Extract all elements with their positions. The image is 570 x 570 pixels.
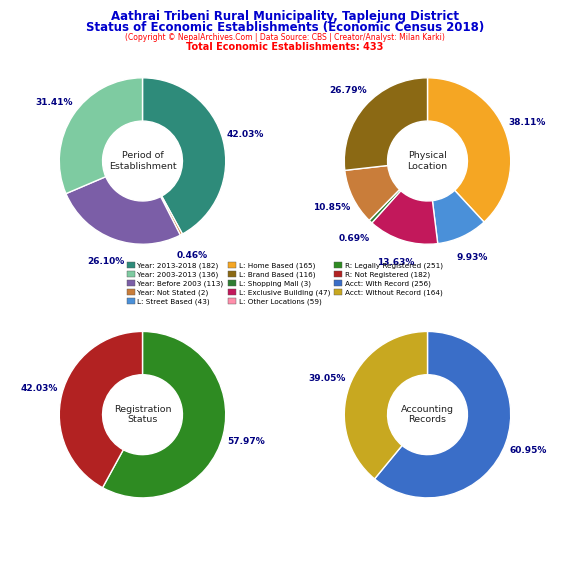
- Wedge shape: [345, 165, 400, 221]
- Text: Period of
Establishment: Period of Establishment: [109, 151, 176, 171]
- Text: 26.10%: 26.10%: [88, 256, 125, 266]
- Wedge shape: [344, 78, 428, 170]
- Wedge shape: [66, 177, 180, 244]
- Wedge shape: [344, 332, 428, 479]
- Text: Total Economic Establishments: 433: Total Economic Establishments: 433: [186, 42, 384, 52]
- Wedge shape: [103, 332, 226, 498]
- Text: (Copyright © NepalArchives.Com | Data Source: CBS | Creator/Analyst: Milan Karki: (Copyright © NepalArchives.Com | Data So…: [125, 33, 445, 42]
- Wedge shape: [59, 78, 142, 194]
- Wedge shape: [161, 196, 182, 235]
- Wedge shape: [369, 190, 401, 223]
- Text: Accounting
Records: Accounting Records: [401, 405, 454, 425]
- Text: Aathrai Tribeni Rural Municipality, Taplejung District: Aathrai Tribeni Rural Municipality, Tapl…: [111, 10, 459, 23]
- Wedge shape: [372, 191, 438, 244]
- Text: 42.03%: 42.03%: [227, 130, 264, 139]
- Text: 10.85%: 10.85%: [313, 203, 351, 212]
- Wedge shape: [59, 332, 142, 488]
- Text: 57.97%: 57.97%: [227, 437, 264, 446]
- Text: 31.41%: 31.41%: [35, 98, 72, 107]
- Wedge shape: [428, 78, 511, 222]
- Text: Registration
Status: Registration Status: [114, 405, 171, 425]
- Text: 42.03%: 42.03%: [21, 384, 58, 393]
- Legend: Year: 2013-2018 (182), Year: 2003-2013 (136), Year: Before 2003 (113), Year: Not: Year: 2013-2018 (182), Year: 2003-2013 (…: [127, 262, 443, 306]
- Text: 38.11%: 38.11%: [508, 117, 545, 127]
- Text: 0.69%: 0.69%: [339, 234, 370, 243]
- Wedge shape: [142, 78, 226, 234]
- Text: 0.46%: 0.46%: [177, 251, 208, 260]
- Wedge shape: [374, 332, 511, 498]
- Text: 26.79%: 26.79%: [329, 86, 367, 95]
- Text: 9.93%: 9.93%: [457, 253, 488, 262]
- Text: 60.95%: 60.95%: [509, 446, 547, 455]
- Text: Status of Economic Establishments (Economic Census 2018): Status of Economic Establishments (Econo…: [86, 21, 484, 34]
- Text: 39.05%: 39.05%: [308, 374, 346, 383]
- Wedge shape: [433, 190, 484, 243]
- Text: Physical
Location: Physical Location: [408, 151, 447, 171]
- Text: 13.63%: 13.63%: [377, 258, 414, 267]
